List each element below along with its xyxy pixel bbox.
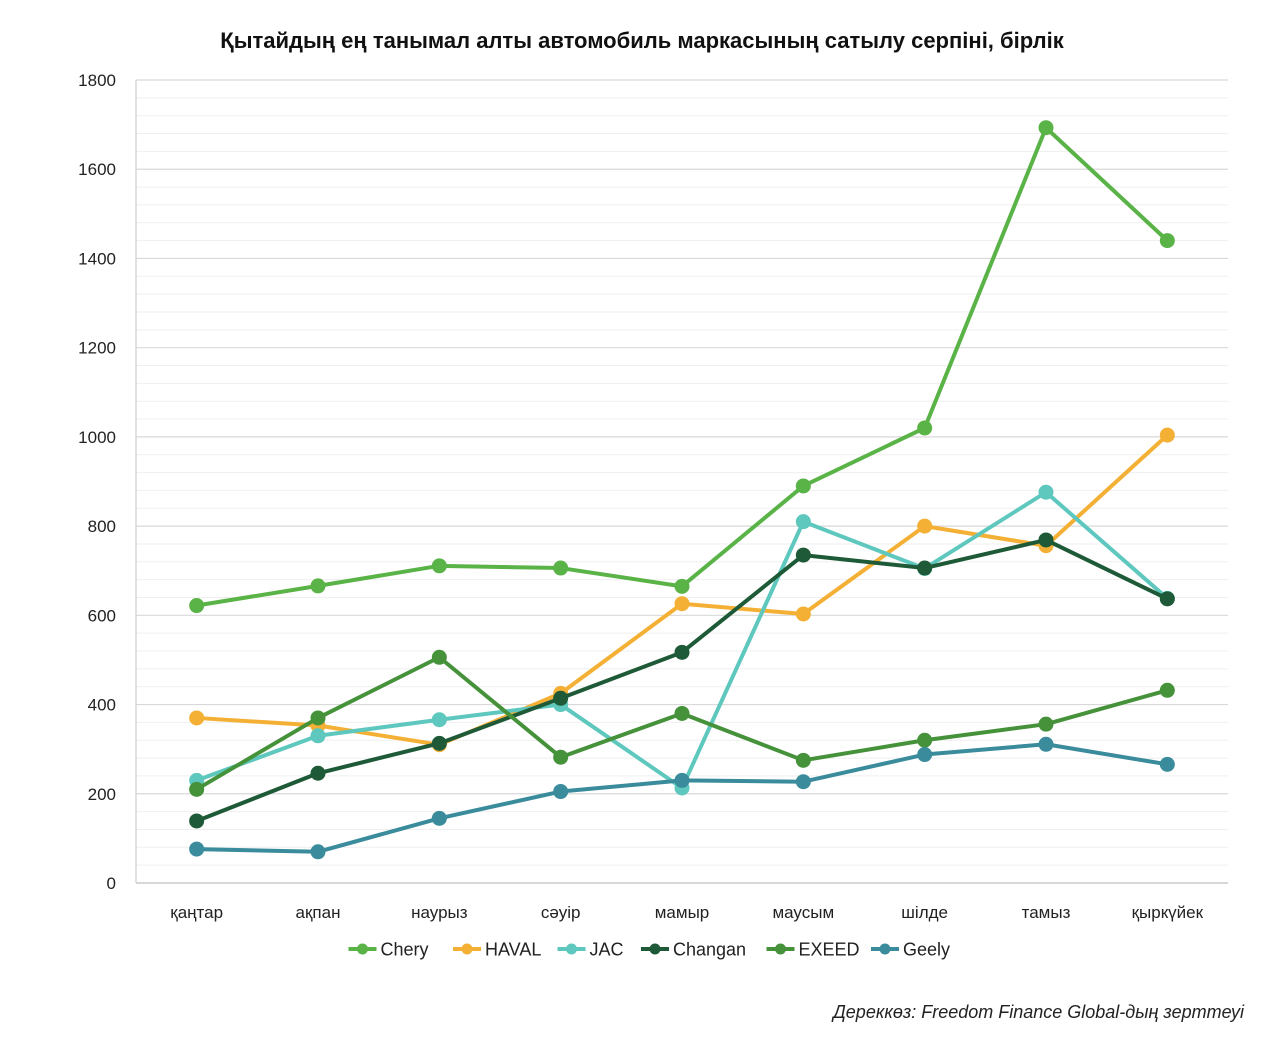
data-point bbox=[1038, 120, 1054, 136]
y-tick-label: 400 bbox=[88, 696, 116, 715]
data-point bbox=[674, 705, 690, 721]
legend-item-exeed: EXEED bbox=[766, 940, 860, 960]
data-point bbox=[189, 841, 205, 857]
data-point bbox=[553, 784, 569, 800]
data-point bbox=[795, 547, 811, 563]
y-tick-label: 600 bbox=[88, 606, 116, 625]
data-point bbox=[917, 747, 933, 763]
y-tick-label: 0 bbox=[107, 874, 116, 893]
y-tick-label: 800 bbox=[88, 517, 116, 536]
data-point bbox=[189, 781, 205, 797]
data-point bbox=[1159, 682, 1175, 698]
x-tick-label: маусым bbox=[772, 903, 834, 922]
data-point bbox=[1038, 716, 1054, 732]
data-point bbox=[1038, 532, 1054, 548]
x-tick-label: ақпан bbox=[296, 903, 341, 922]
series-jac bbox=[189, 484, 1175, 796]
data-point bbox=[553, 560, 569, 576]
data-point bbox=[795, 606, 811, 622]
x-tick-label: мамыр bbox=[655, 903, 710, 922]
series-line bbox=[194, 490, 1170, 790]
data-point bbox=[917, 420, 933, 436]
legend-label: Geely bbox=[903, 940, 950, 960]
data-point bbox=[1159, 233, 1175, 249]
legend-label: Chery bbox=[381, 940, 429, 960]
data-point bbox=[1038, 484, 1054, 500]
legend: Chery HAVAL JAC Changan EXEED Geely bbox=[348, 940, 950, 960]
legend-marker bbox=[775, 943, 786, 955]
x-tick-label: тамыз bbox=[1022, 903, 1071, 922]
source-note: Дереккөз: Freedom Finance Global-дың зер… bbox=[833, 1002, 1244, 1022]
y-tick-label: 1000 bbox=[78, 428, 116, 447]
data-point bbox=[189, 813, 205, 829]
legend-label: EXEED bbox=[799, 940, 860, 960]
data-point bbox=[674, 644, 690, 660]
y-tick-label: 1400 bbox=[78, 249, 116, 268]
legend-marker bbox=[649, 943, 661, 955]
y-tick-label: 200 bbox=[88, 785, 116, 804]
legend-item-chery: Chery bbox=[348, 940, 429, 960]
x-tick-label: сәуір bbox=[541, 903, 581, 922]
data-point bbox=[795, 774, 811, 790]
series-changan bbox=[189, 532, 1175, 829]
data-point bbox=[795, 752, 811, 768]
data-point bbox=[310, 578, 326, 594]
x-tick-label: қаңтар bbox=[170, 903, 223, 922]
data-point bbox=[189, 598, 205, 614]
chart-title: Қытайдың ең танымал алты автомобиль марк… bbox=[220, 28, 1064, 53]
legend-item-haval: HAVAL bbox=[453, 940, 541, 960]
y-tick-label: 1800 bbox=[78, 71, 116, 90]
y-tick-label: 1600 bbox=[78, 160, 116, 179]
legend-marker bbox=[357, 943, 368, 955]
data-point bbox=[431, 558, 447, 574]
legend-label: HAVAL bbox=[485, 940, 541, 960]
data-point bbox=[1159, 591, 1175, 607]
data-point bbox=[1159, 427, 1175, 443]
series-geely bbox=[189, 736, 1175, 860]
data-point bbox=[431, 735, 447, 751]
legend-marker bbox=[879, 943, 891, 955]
x-tick-label: наурыз bbox=[411, 903, 468, 922]
x-tick-label: қыркүйек bbox=[1132, 903, 1204, 922]
data-point bbox=[674, 596, 690, 612]
data-point bbox=[917, 560, 933, 576]
series-line bbox=[194, 742, 1170, 854]
legend-label: Changan bbox=[673, 940, 746, 960]
data-point bbox=[795, 478, 811, 494]
data-point bbox=[917, 732, 933, 748]
data-point bbox=[431, 649, 447, 665]
legend-item-geely: Geely bbox=[871, 940, 950, 960]
x-tick-label: шілде bbox=[901, 903, 948, 922]
data-point bbox=[431, 810, 447, 826]
axes: 0 200 400 600 800 1000 1200 1400 1600 1800 қаңтар а… bbox=[78, 71, 1228, 922]
data-point bbox=[189, 710, 205, 726]
data-point bbox=[553, 690, 569, 706]
series-lines bbox=[189, 120, 1175, 860]
legend-item-changan: Changan bbox=[641, 940, 746, 960]
data-point bbox=[431, 712, 447, 728]
data-point bbox=[310, 710, 326, 726]
series-line bbox=[194, 655, 1170, 792]
data-point bbox=[310, 765, 326, 781]
data-point bbox=[1159, 756, 1175, 772]
series-line bbox=[194, 125, 1170, 608]
data-point bbox=[1038, 736, 1054, 752]
data-point bbox=[917, 518, 933, 534]
series-chery bbox=[189, 120, 1175, 614]
data-point bbox=[795, 514, 811, 530]
data-point bbox=[553, 749, 569, 765]
data-point bbox=[674, 578, 690, 594]
y-tick-label: 1200 bbox=[78, 339, 116, 358]
series-exeed bbox=[189, 649, 1175, 797]
legend-item-jac: JAC bbox=[557, 940, 624, 960]
legend-label: JAC bbox=[590, 940, 624, 960]
legend-marker bbox=[566, 943, 577, 955]
data-point bbox=[674, 772, 690, 788]
data-point bbox=[310, 728, 326, 744]
data-point bbox=[310, 844, 326, 860]
legend-marker bbox=[461, 943, 473, 955]
